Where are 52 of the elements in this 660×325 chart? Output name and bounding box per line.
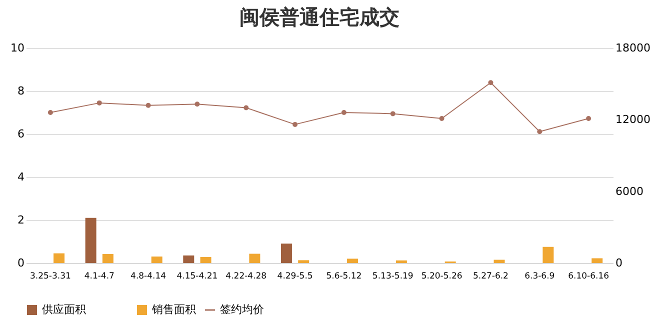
point	[586, 116, 592, 121]
y-tick-label: 0	[18, 256, 24, 270]
bar	[85, 218, 96, 263]
point	[244, 105, 249, 110]
x-tick-label: 4.8-4.14	[130, 272, 166, 282]
bar	[183, 255, 194, 263]
bar	[298, 260, 310, 263]
x-tick-label: 6.3-6.9	[524, 272, 555, 282]
point	[146, 102, 151, 108]
x-tick-label: 3.25-3.31	[30, 272, 71, 282]
bar	[102, 254, 114, 263]
bar	[280, 244, 292, 263]
x-tick-label: 4.22-4.28	[226, 272, 267, 282]
point	[48, 110, 53, 115]
x-tick-label: 4.29-5.5	[277, 272, 313, 282]
legend-label: 签约均价	[220, 303, 264, 316]
bar	[592, 258, 603, 263]
x-tick-label: 4.15-4.21	[176, 272, 218, 282]
point	[390, 111, 396, 116]
point	[537, 129, 542, 134]
point	[341, 110, 346, 115]
point	[96, 100, 102, 106]
x-tick-label: 5.20-5.26	[421, 272, 462, 282]
y-tick-label: 4	[18, 170, 24, 184]
x-tick-label: 5.6-5.12	[326, 272, 362, 282]
y-tick-label: 10	[10, 42, 24, 54]
y-tick-label: 8	[18, 84, 24, 98]
bar	[200, 256, 212, 263]
bar	[542, 246, 554, 263]
x-tick-label: 5.27-6.2	[472, 272, 508, 282]
legend-label: 销售面积	[151, 303, 196, 316]
bar	[347, 258, 358, 263]
bar	[396, 260, 407, 263]
chart-title: 闽侯普通住宅成交	[240, 5, 400, 29]
bar	[151, 256, 162, 263]
y2-tick-label: 18000	[616, 42, 650, 54]
x-tick-label: 4.1-4.7	[84, 272, 114, 282]
point	[488, 80, 494, 86]
bar	[494, 260, 505, 263]
y2-tick-label: 0	[616, 256, 622, 270]
x-tick-label: 6.10-6.16	[568, 272, 610, 282]
bar	[249, 254, 260, 263]
point	[292, 122, 298, 127]
y-tick-label: 2	[18, 214, 24, 226]
y-tick-label: 6	[18, 128, 24, 140]
bar	[54, 253, 65, 263]
legend-label: 供应面积	[42, 303, 86, 316]
y2-tick-label: 6000	[616, 184, 644, 198]
point	[439, 116, 444, 121]
x-tick-label: 5.13-5.19	[372, 272, 414, 282]
point	[194, 102, 200, 107]
y2-tick-label: 12000	[616, 113, 650, 126]
